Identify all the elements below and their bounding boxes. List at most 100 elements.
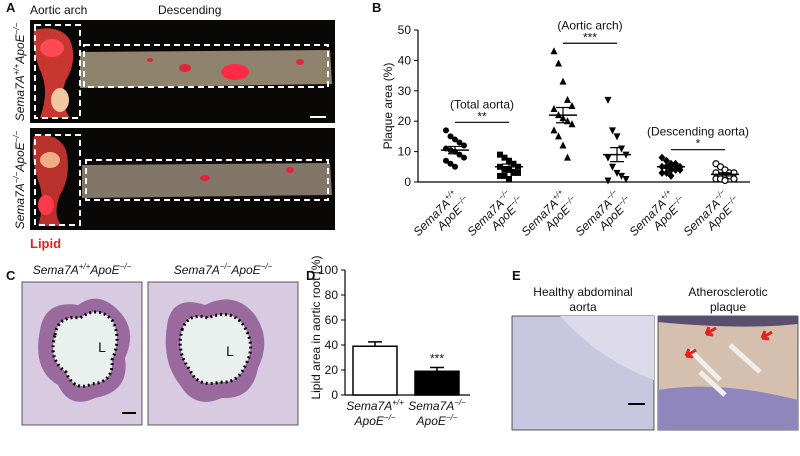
bar — [414, 370, 460, 396]
gene: ApoE — [416, 414, 447, 428]
superscript: −/− — [12, 130, 21, 142]
dot — [452, 163, 458, 170]
dot — [447, 133, 454, 140]
genotype-label: Sema7A+/+ApoE−/− — [33, 262, 132, 277]
e-title: aorta — [569, 300, 597, 314]
significance: *** — [583, 30, 597, 44]
dot — [568, 102, 576, 109]
gene: ApoE — [13, 33, 27, 64]
dot — [555, 132, 562, 140]
gene: ApoE — [13, 141, 27, 172]
sem-bar — [502, 163, 516, 171]
gene: ApoE — [354, 414, 385, 428]
dot — [452, 136, 458, 143]
genotype-label: ApoE−/− — [416, 413, 458, 428]
lumen-label: L — [98, 339, 106, 355]
dot — [550, 47, 558, 55]
dot — [559, 77, 567, 85]
dot — [613, 133, 621, 141]
y-tick-label: 50 — [398, 23, 412, 37]
panel-label: E — [512, 268, 521, 283]
dot — [609, 163, 616, 171]
annotation: (Total aorta) — [450, 97, 514, 111]
dot — [604, 96, 612, 104]
dot — [510, 169, 517, 176]
y-tick-label: 0 — [331, 388, 338, 402]
dot — [676, 165, 684, 174]
dot — [443, 127, 449, 134]
dot — [497, 151, 503, 158]
superscript: −/− — [261, 262, 273, 271]
gene: ApoE — [89, 263, 120, 277]
gene: Sema7A — [408, 399, 454, 413]
genotype-label: Sema7A−/−ApoE−/− — [174, 262, 273, 277]
superscript: +/+ — [12, 63, 21, 75]
significance: ** — [477, 109, 487, 123]
superscript: +/+ — [392, 398, 404, 407]
dot — [447, 160, 454, 167]
panel-label: B — [372, 0, 381, 15]
sem-bar — [664, 164, 678, 169]
dot — [604, 177, 612, 185]
lumen-label: L — [226, 343, 234, 359]
dot — [667, 171, 675, 180]
superscript: −/− — [220, 262, 232, 271]
dot — [506, 157, 512, 164]
dot — [550, 126, 558, 134]
stain-label: Lipid — [30, 236, 61, 251]
panel-label: D — [306, 268, 315, 283]
sem-bar — [448, 145, 462, 155]
genotype-label: Sema7A+/+ApoE−/− — [12, 22, 27, 121]
dot — [658, 153, 666, 162]
dot — [721, 176, 729, 185]
gene: Sema7A — [174, 263, 220, 277]
dot — [604, 154, 612, 162]
superscript: −/− — [446, 413, 458, 422]
genotype-label: ApoE−/− — [354, 413, 396, 428]
dot — [622, 175, 630, 183]
sem-bar — [718, 172, 732, 177]
y-tick-label: 40 — [325, 338, 339, 352]
e-title: plaque — [710, 300, 746, 314]
region-label: Descending — [158, 3, 221, 17]
gene: ApoE — [230, 263, 261, 277]
y-tick-label: 20 — [398, 114, 412, 128]
dot — [609, 127, 616, 135]
superscript: +/+ — [79, 262, 91, 271]
gene: Sema7A — [13, 75, 27, 121]
y-tick-label: 30 — [398, 84, 412, 98]
dot — [506, 175, 512, 182]
y-tick-label: 100 — [318, 263, 338, 277]
dot — [555, 59, 562, 67]
e-title: Atherosclerotic — [688, 285, 767, 299]
dot — [618, 172, 625, 180]
dot — [550, 105, 558, 113]
y-tick-label: 10 — [398, 145, 412, 159]
significance: * — [696, 137, 701, 151]
y-tick-label: 80 — [325, 288, 339, 302]
dot — [501, 172, 508, 179]
y-tick-label: 0 — [404, 175, 411, 189]
dot — [456, 139, 463, 146]
panel-label: C — [6, 268, 16, 283]
dot — [559, 141, 567, 149]
dot — [443, 157, 449, 164]
gene: Sema7A — [13, 183, 27, 229]
region-label: Aortic arch — [30, 3, 87, 17]
dot — [730, 175, 738, 183]
dot — [613, 169, 621, 177]
dot — [564, 95, 571, 103]
dot — [501, 154, 508, 161]
significance: *** — [430, 352, 444, 366]
superscript: −/− — [12, 171, 21, 183]
gene: Sema7A — [346, 399, 392, 413]
e-title: Healthy abdominal — [533, 285, 632, 299]
genotype-label: Sema7A−/− — [408, 398, 466, 413]
annotation: (Descending aorta) — [647, 125, 749, 139]
dot — [497, 172, 503, 179]
dot — [663, 168, 670, 177]
dot — [461, 142, 467, 149]
aorta-image-bottom — [30, 128, 335, 230]
superscript: −/− — [384, 413, 396, 422]
